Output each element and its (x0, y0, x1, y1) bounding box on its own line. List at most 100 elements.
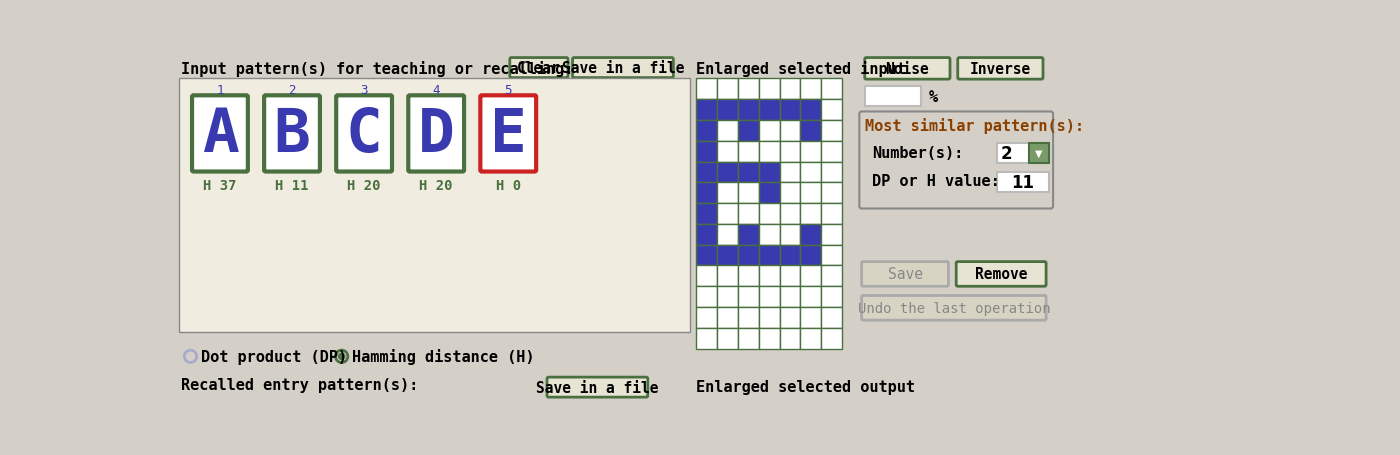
Bar (822, 245, 843, 266)
Bar (759, 121, 780, 142)
Bar (696, 287, 717, 308)
Bar (759, 183, 780, 204)
Bar (717, 79, 738, 100)
Bar (759, 328, 780, 349)
Bar (780, 266, 801, 287)
Bar (822, 121, 843, 142)
Bar (801, 224, 822, 245)
Bar (822, 204, 843, 224)
Bar (738, 142, 759, 162)
Bar (822, 308, 843, 328)
Text: Save in a file: Save in a file (561, 61, 685, 76)
Text: Input pattern(s) for teaching or recalling:: Input pattern(s) for teaching or recalli… (181, 61, 574, 76)
Bar (759, 245, 780, 266)
Text: %: % (928, 89, 938, 104)
Bar (759, 266, 780, 287)
Bar (997, 144, 1029, 164)
Bar (759, 308, 780, 328)
Text: Enlarged selected input: Enlarged selected input (696, 61, 906, 76)
Bar (696, 224, 717, 245)
Bar (696, 204, 717, 224)
Bar (759, 142, 780, 162)
FancyBboxPatch shape (547, 377, 648, 397)
Bar (696, 266, 717, 287)
Bar (780, 100, 801, 121)
Text: B: B (273, 106, 311, 165)
Bar (717, 224, 738, 245)
Bar (801, 308, 822, 328)
Bar (717, 121, 738, 142)
Text: 11: 11 (1011, 173, 1035, 191)
Bar (780, 121, 801, 142)
Bar (801, 162, 822, 183)
Bar (801, 328, 822, 349)
Bar (822, 287, 843, 308)
Bar (696, 121, 717, 142)
Text: 2: 2 (288, 84, 295, 97)
Bar (717, 266, 738, 287)
FancyBboxPatch shape (865, 58, 951, 80)
Bar (801, 287, 822, 308)
Text: Clear: Clear (517, 61, 561, 76)
Bar (780, 328, 801, 349)
Bar (780, 183, 801, 204)
Text: Noise: Noise (885, 62, 930, 77)
Bar (822, 266, 843, 287)
Bar (780, 308, 801, 328)
Bar (759, 224, 780, 245)
FancyBboxPatch shape (336, 96, 392, 172)
Bar (738, 183, 759, 204)
Text: Dot product (DP): Dot product (DP) (200, 349, 347, 364)
Bar (801, 100, 822, 121)
Bar (780, 79, 801, 100)
Text: E: E (490, 106, 526, 165)
Bar (738, 224, 759, 245)
Bar (801, 121, 822, 142)
Bar (997, 172, 1049, 192)
FancyBboxPatch shape (480, 96, 536, 172)
Bar (780, 142, 801, 162)
Text: H 11: H 11 (276, 178, 309, 192)
Text: A: A (202, 106, 238, 165)
FancyBboxPatch shape (861, 296, 1046, 320)
Circle shape (339, 354, 344, 359)
Bar (696, 183, 717, 204)
Text: Undo the last operation: Undo the last operation (858, 301, 1050, 315)
FancyBboxPatch shape (958, 58, 1043, 80)
Bar (717, 183, 738, 204)
FancyBboxPatch shape (956, 262, 1046, 287)
Bar (696, 245, 717, 266)
FancyBboxPatch shape (510, 58, 568, 78)
Bar (696, 100, 717, 121)
Text: D: D (417, 106, 455, 165)
Bar (780, 245, 801, 266)
Bar (738, 79, 759, 100)
Text: 1: 1 (216, 84, 224, 97)
Bar (801, 79, 822, 100)
Text: 4: 4 (433, 84, 440, 97)
Text: Hamming distance (H): Hamming distance (H) (351, 349, 535, 364)
Text: Save: Save (888, 267, 923, 282)
Text: DP or H value:: DP or H value: (872, 174, 1000, 189)
Bar (717, 100, 738, 121)
Text: 2: 2 (1001, 145, 1012, 163)
Bar (738, 204, 759, 224)
Text: Most similar pattern(s):: Most similar pattern(s): (865, 117, 1084, 133)
Bar (865, 87, 921, 107)
Bar (738, 121, 759, 142)
Text: ▼: ▼ (1036, 149, 1043, 159)
FancyBboxPatch shape (860, 112, 1053, 209)
Bar (717, 328, 738, 349)
FancyBboxPatch shape (573, 58, 673, 78)
Text: Recalled entry pattern(s):: Recalled entry pattern(s): (181, 378, 419, 393)
Bar (759, 204, 780, 224)
Bar (801, 183, 822, 204)
FancyBboxPatch shape (192, 96, 248, 172)
Text: C: C (346, 106, 382, 165)
Bar (738, 162, 759, 183)
Bar (822, 328, 843, 349)
Bar (759, 79, 780, 100)
Bar (717, 162, 738, 183)
Bar (780, 204, 801, 224)
Text: Inverse: Inverse (970, 62, 1030, 77)
